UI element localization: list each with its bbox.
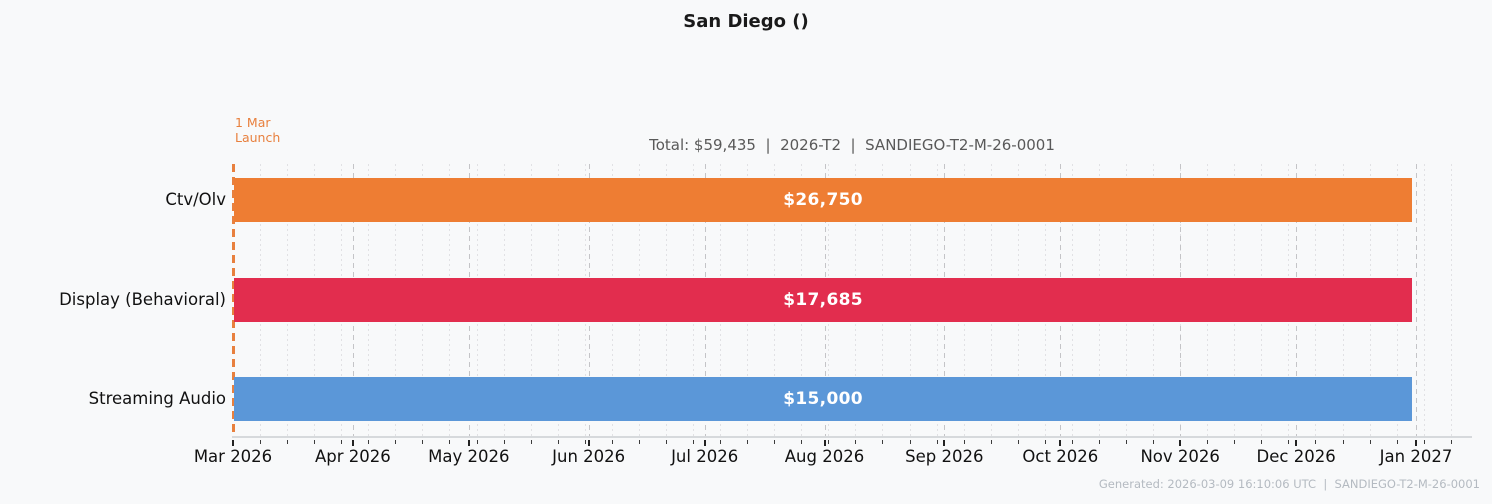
x-tick-minor	[693, 440, 695, 444]
bar-value-label: $17,685	[783, 290, 863, 310]
x-tick-minor	[1234, 440, 1236, 444]
x-tick-minor	[422, 440, 424, 444]
x-tick-label: Jan 2027	[1379, 447, 1453, 466]
x-tick-minor	[1044, 440, 1046, 444]
x-tick-minor	[882, 440, 884, 444]
bar: $15,000	[234, 377, 1413, 421]
x-tick-minor	[584, 440, 586, 444]
plot-area: $26,750 $17,685 $15,000	[232, 164, 1472, 438]
grid-week-line	[1450, 164, 1452, 436]
launch-annotation-line2: Launch	[235, 130, 281, 145]
x-tick-minor	[1342, 440, 1344, 444]
x-tick-minor	[287, 440, 289, 444]
x-tick-minor	[1098, 440, 1100, 444]
x-tick-minor	[1288, 440, 1290, 444]
x-tick-label: Dec 2026	[1256, 447, 1336, 466]
x-tick-major	[351, 440, 354, 446]
x-tick-minor	[341, 440, 343, 444]
launch-annotation-line1: 1 Mar	[235, 115, 271, 130]
x-tick-label: Mar 2026	[193, 447, 273, 466]
x-tick-label: Oct 2026	[1022, 447, 1099, 466]
footer-note: Generated: 2026-03-09 16:10:06 UTC | SAN…	[1098, 477, 1480, 491]
x-tick-minor	[936, 440, 938, 444]
x-tick-minor	[1423, 440, 1425, 444]
x-tick-minor	[1207, 440, 1209, 444]
x-tick-minor	[909, 440, 911, 444]
category-label: Display (Behavioral)	[59, 290, 226, 309]
x-tick-minor	[503, 440, 505, 444]
x-tick-minor	[1315, 440, 1317, 444]
x-tick-label: Sep 2026	[905, 447, 984, 466]
x-axis: Mar 2026 Apr 2026 May 2026 Jun 2026 Jul 2026…	[194, 440, 1472, 504]
category-label: Streaming Audio	[88, 389, 226, 408]
x-tick-minor	[1071, 440, 1073, 444]
x-tick-minor	[1261, 440, 1263, 444]
bar: $17,685	[234, 278, 1413, 322]
bar-value-label: $26,750	[783, 190, 863, 210]
x-tick-minor	[368, 440, 370, 444]
bar-value-label: $15,000	[783, 389, 863, 409]
chart-title: San Diego ()	[683, 11, 809, 32]
x-tick-minor	[530, 440, 532, 444]
x-tick-minor	[314, 440, 316, 444]
x-tick-minor	[828, 440, 830, 444]
x-tick-minor	[747, 440, 749, 444]
x-tick-minor	[395, 440, 397, 444]
category-label: Ctv/Olv	[165, 190, 226, 209]
x-tick-minor	[638, 440, 640, 444]
launch-annotation: 1 Mar Launch	[235, 115, 280, 145]
x-tick-minor	[1126, 440, 1128, 444]
x-tick-minor	[611, 440, 613, 444]
x-tick-label: Apr 2026	[314, 447, 391, 466]
bar: $26,750	[234, 178, 1413, 222]
x-tick-label: Nov 2026	[1140, 447, 1220, 466]
x-tick-major	[1415, 440, 1417, 446]
chart-subtitle: Total: $59,435 | 2026-T2 | SANDIEGO-T2-M…	[649, 136, 1055, 154]
x-tick-minor	[476, 440, 478, 444]
x-tick-major	[1179, 440, 1182, 446]
grid-week-line	[1423, 164, 1425, 436]
x-tick-major	[587, 440, 590, 446]
x-tick-major	[943, 440, 946, 446]
x-tick-major	[1059, 440, 1062, 446]
x-tick-major	[703, 440, 706, 446]
x-tick-major	[232, 440, 234, 446]
x-tick-label: Aug 2026	[784, 447, 865, 466]
x-tick-minor	[963, 440, 965, 444]
x-tick-minor	[449, 440, 451, 444]
x-tick-label: May 2026	[428, 447, 510, 466]
x-tick-minor	[260, 440, 262, 444]
launch-line	[232, 164, 235, 436]
x-tick-minor	[665, 440, 667, 444]
x-tick-minor	[990, 440, 992, 444]
x-tick-minor	[801, 440, 803, 444]
x-tick-label: Jun 2026	[552, 447, 626, 466]
x-tick-minor	[1450, 440, 1452, 444]
x-tick-minor	[720, 440, 722, 444]
x-tick-label: Jul 2026	[671, 447, 739, 466]
x-tick-minor	[1153, 440, 1155, 444]
x-tick-minor	[1017, 440, 1019, 444]
x-tick-minor	[1396, 440, 1398, 444]
x-tick-minor	[557, 440, 559, 444]
x-tick-major	[1295, 440, 1298, 446]
x-tick-major	[467, 440, 470, 446]
x-tick-minor	[1369, 440, 1371, 444]
x-tick-minor	[855, 440, 857, 444]
x-tick-minor	[774, 440, 776, 444]
x-tick-major	[823, 440, 826, 446]
grid-month-line	[1416, 164, 1417, 436]
